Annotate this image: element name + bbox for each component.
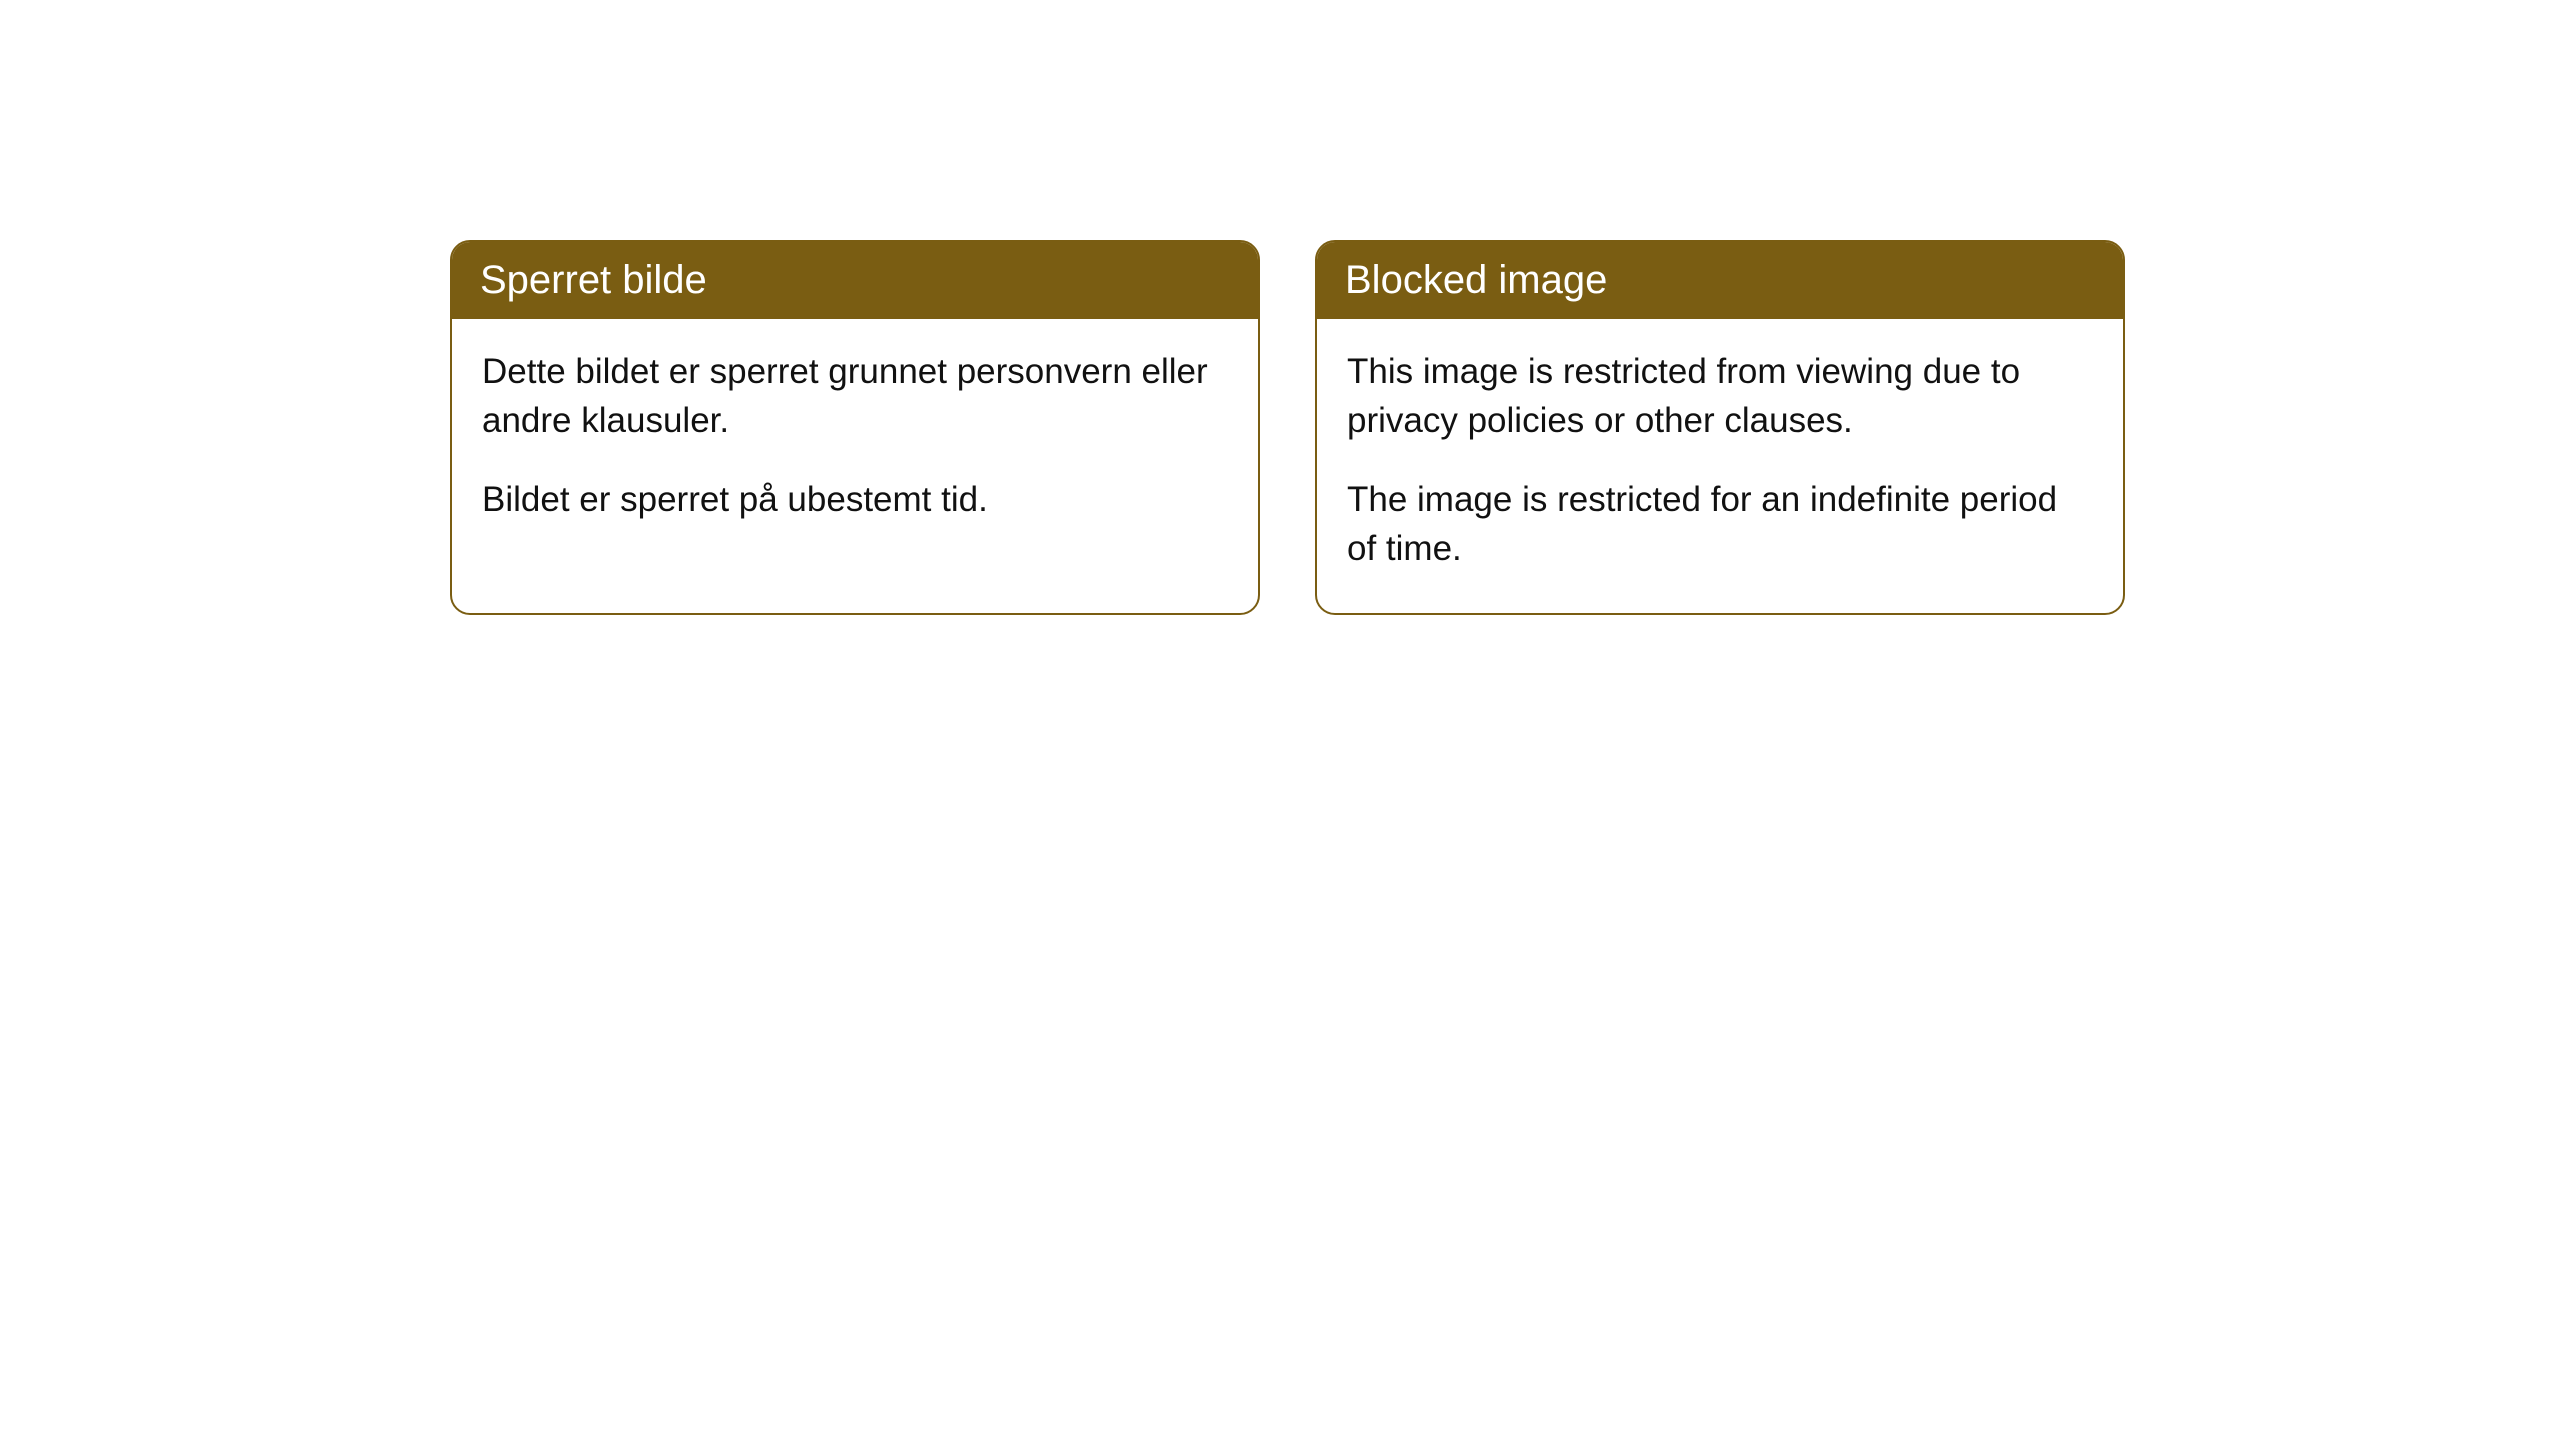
notice-card-english: Blocked image This image is restricted f…	[1315, 240, 2125, 615]
notice-card-paragraph: This image is restricted from viewing du…	[1347, 347, 2093, 445]
notice-card-body: Dette bildet er sperret grunnet personve…	[452, 319, 1258, 564]
notice-card-paragraph: Bildet er sperret på ubestemt tid.	[482, 475, 1228, 524]
notice-card-title: Sperret bilde	[480, 258, 707, 302]
notice-card-header: Sperret bilde	[452, 242, 1258, 319]
notice-card-body: This image is restricted from viewing du…	[1317, 319, 2123, 613]
notice-card-norwegian: Sperret bilde Dette bildet er sperret gr…	[450, 240, 1260, 615]
notice-card-title: Blocked image	[1345, 258, 1607, 302]
notice-card-paragraph: Dette bildet er sperret grunnet personve…	[482, 347, 1228, 445]
notice-card-paragraph: The image is restricted for an indefinit…	[1347, 475, 2093, 573]
notice-card-header: Blocked image	[1317, 242, 2123, 319]
notice-cards-container: Sperret bilde Dette bildet er sperret gr…	[450, 240, 2125, 615]
